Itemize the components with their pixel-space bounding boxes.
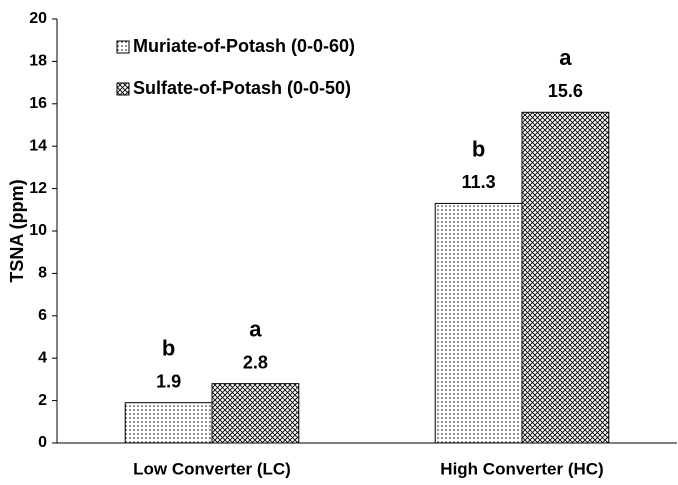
y-tick-label: 12 [29,180,47,197]
x-tick-label: Low Converter (LC) [133,459,291,478]
significance-letter: a [249,316,262,341]
value-label: 11.3 [462,172,496,192]
legend-swatch [116,40,130,54]
y-tick-label: 2 [38,392,47,409]
y-tick-label: 0 [38,434,47,451]
value-label: 2.8 [243,352,268,372]
y-tick-label: 20 [29,10,47,27]
y-tick-label: 18 [29,53,47,70]
significance-letter: b [162,336,175,361]
y-tick-label: 16 [29,95,47,112]
y-tick-label: 14 [29,137,47,154]
y-tick-label: 6 [38,307,47,324]
bar [211,383,300,444]
y-tick-label: 4 [38,349,47,366]
bar [124,402,213,444]
legend-label: Muriate-of-Potash (0-0-60) [133,36,355,56]
y-tick-label: 8 [38,265,47,282]
value-label: 15.6 [548,81,583,101]
bar [434,202,523,444]
legend-label: Sulfate-of-Potash (0-0-50) [133,78,351,98]
y-axis-label: TSNA (ppm) [7,179,27,282]
y-tick-label: 10 [29,222,47,239]
significance-letter: b [472,136,485,161]
legend-swatch [116,82,130,96]
bar [521,111,610,444]
significance-letter: a [559,45,572,70]
x-tick-label: High Converter (HC) [440,459,603,478]
value-label: 1.9 [156,371,181,391]
